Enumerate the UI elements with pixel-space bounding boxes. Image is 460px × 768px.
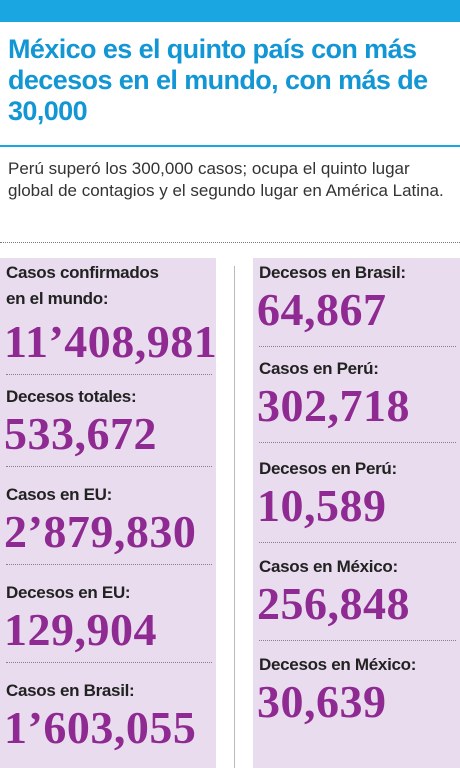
stat-value: 64,867 [257,284,387,335]
stat-label: Casos confirmados [6,263,159,282]
stat-value: 302,718 [257,380,410,431]
page-subtitle: Perú superó los 300,000 casos; ocupa el … [8,159,444,200]
title-divider [0,145,460,147]
stat-label: Decesos en EU: [6,583,131,602]
stat-divider [259,640,456,641]
stat-value: 10,589 [257,480,387,531]
stat-label: Casos en EU: [6,485,112,504]
stat-value: 533,672 [4,408,157,459]
stat-divider [6,564,212,565]
stat-value: 256,848 [257,578,410,629]
column-divider [234,266,235,768]
stat-label: Casos en Brasil: [6,681,135,700]
subtitle-divider [0,242,460,243]
stat-label: Decesos en Perú: [259,459,397,478]
stat-value: 11’408,981 [4,316,218,367]
stat-divider [6,466,212,467]
stat-label: en el mundo: [6,289,109,308]
right-stats-panel: Decesos en Brasil: 64,867 Casos en Perú:… [253,258,460,768]
stat-divider [6,662,212,663]
left-stats-panel: Casos confirmados en el mundo: 11’408,98… [0,258,218,768]
stat-value: 2’879,830 [4,506,197,557]
stat-divider [6,374,212,375]
stat-divider [259,542,456,543]
stat-value: 30,639 [257,676,387,727]
stat-divider [259,346,456,347]
stat-divider [259,442,456,443]
page-title: México es el quinto país con más decesos… [8,34,428,126]
stat-label: Decesos en Brasil: [259,263,406,282]
stat-label: Decesos totales: [6,387,137,406]
stat-value: 1’603,055 [4,702,197,753]
stat-value: 129,904 [4,604,157,655]
stat-label: Casos en México: [259,557,398,576]
stat-label: Casos en Perú: [259,359,379,378]
stat-label: Decesos en México: [259,655,417,674]
top-color-bar [0,0,460,22]
